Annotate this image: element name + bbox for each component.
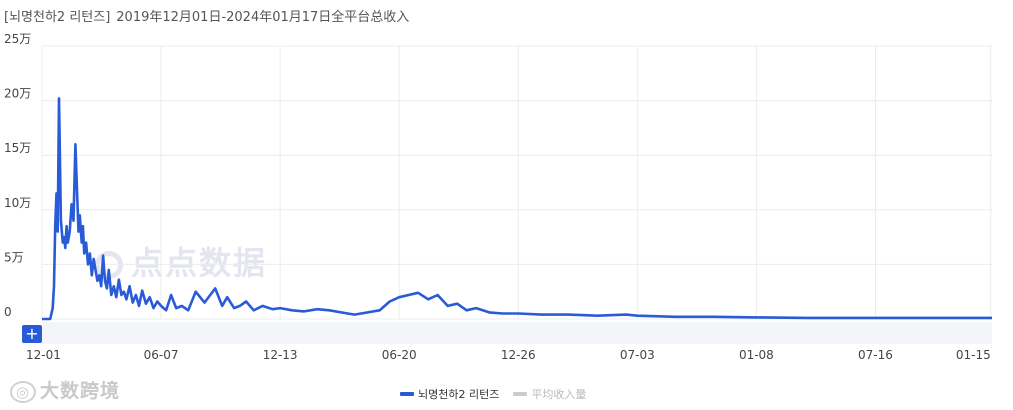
date-range-label: 2019年12月01日-2024年01月17日全平台总收入	[116, 10, 410, 25]
x-tick-label: 06-20	[382, 348, 417, 362]
x-tick-label: 07-03	[620, 348, 655, 362]
legend-label-avg: 平均收入量	[531, 388, 587, 401]
y-tick-label: 15万	[4, 141, 31, 155]
legend-item-main[interactable]: 뇌명천하2 리턴즈	[400, 386, 499, 402]
app-name: [뇌명천하2 리턴즈]	[4, 10, 111, 25]
legend-item-avg[interactable]: 平均收入量	[513, 386, 586, 402]
chart-title: [뇌명천하2 리턴즈] 2019年12月01日-2024年01月17日全平台总收入	[4, 6, 409, 25]
y-tick-label: 10万	[4, 196, 31, 210]
x-tick-label: 06-07	[144, 348, 179, 362]
watermark-bottom: ◎ 大数跨境	[10, 376, 120, 403]
x-tick-label: 12-13	[263, 348, 298, 362]
y-tick-label: 0	[4, 305, 12, 319]
y-tick-label: 20万	[4, 87, 31, 101]
legend: 뇌명천하2 리턴즈 平均收入量	[400, 386, 586, 402]
x-tick-label: 07-16	[858, 348, 893, 362]
x-tick-label: 12-01	[26, 348, 61, 362]
legend-swatch-main	[400, 392, 414, 396]
expand-button[interactable]: +	[22, 325, 42, 343]
range-selector-bar[interactable]	[42, 322, 992, 344]
x-tick-label: 12-26	[501, 348, 536, 362]
y-tick-label: 25万	[4, 32, 31, 46]
series-line-main	[42, 97, 992, 321]
x-tick-label: 01-08	[739, 348, 774, 362]
watermark-bottom-text: 大数跨境	[40, 380, 121, 402]
watermark-center-text: 点点数据	[131, 244, 268, 282]
legend-swatch-avg	[513, 392, 528, 396]
y-tick-label: 5万	[4, 250, 24, 264]
camera-logo-icon: ◎	[10, 380, 36, 403]
legend-label-main: 뇌명천하2 리턴즈	[418, 388, 500, 401]
x-tick-label: 01-15	[956, 348, 991, 362]
